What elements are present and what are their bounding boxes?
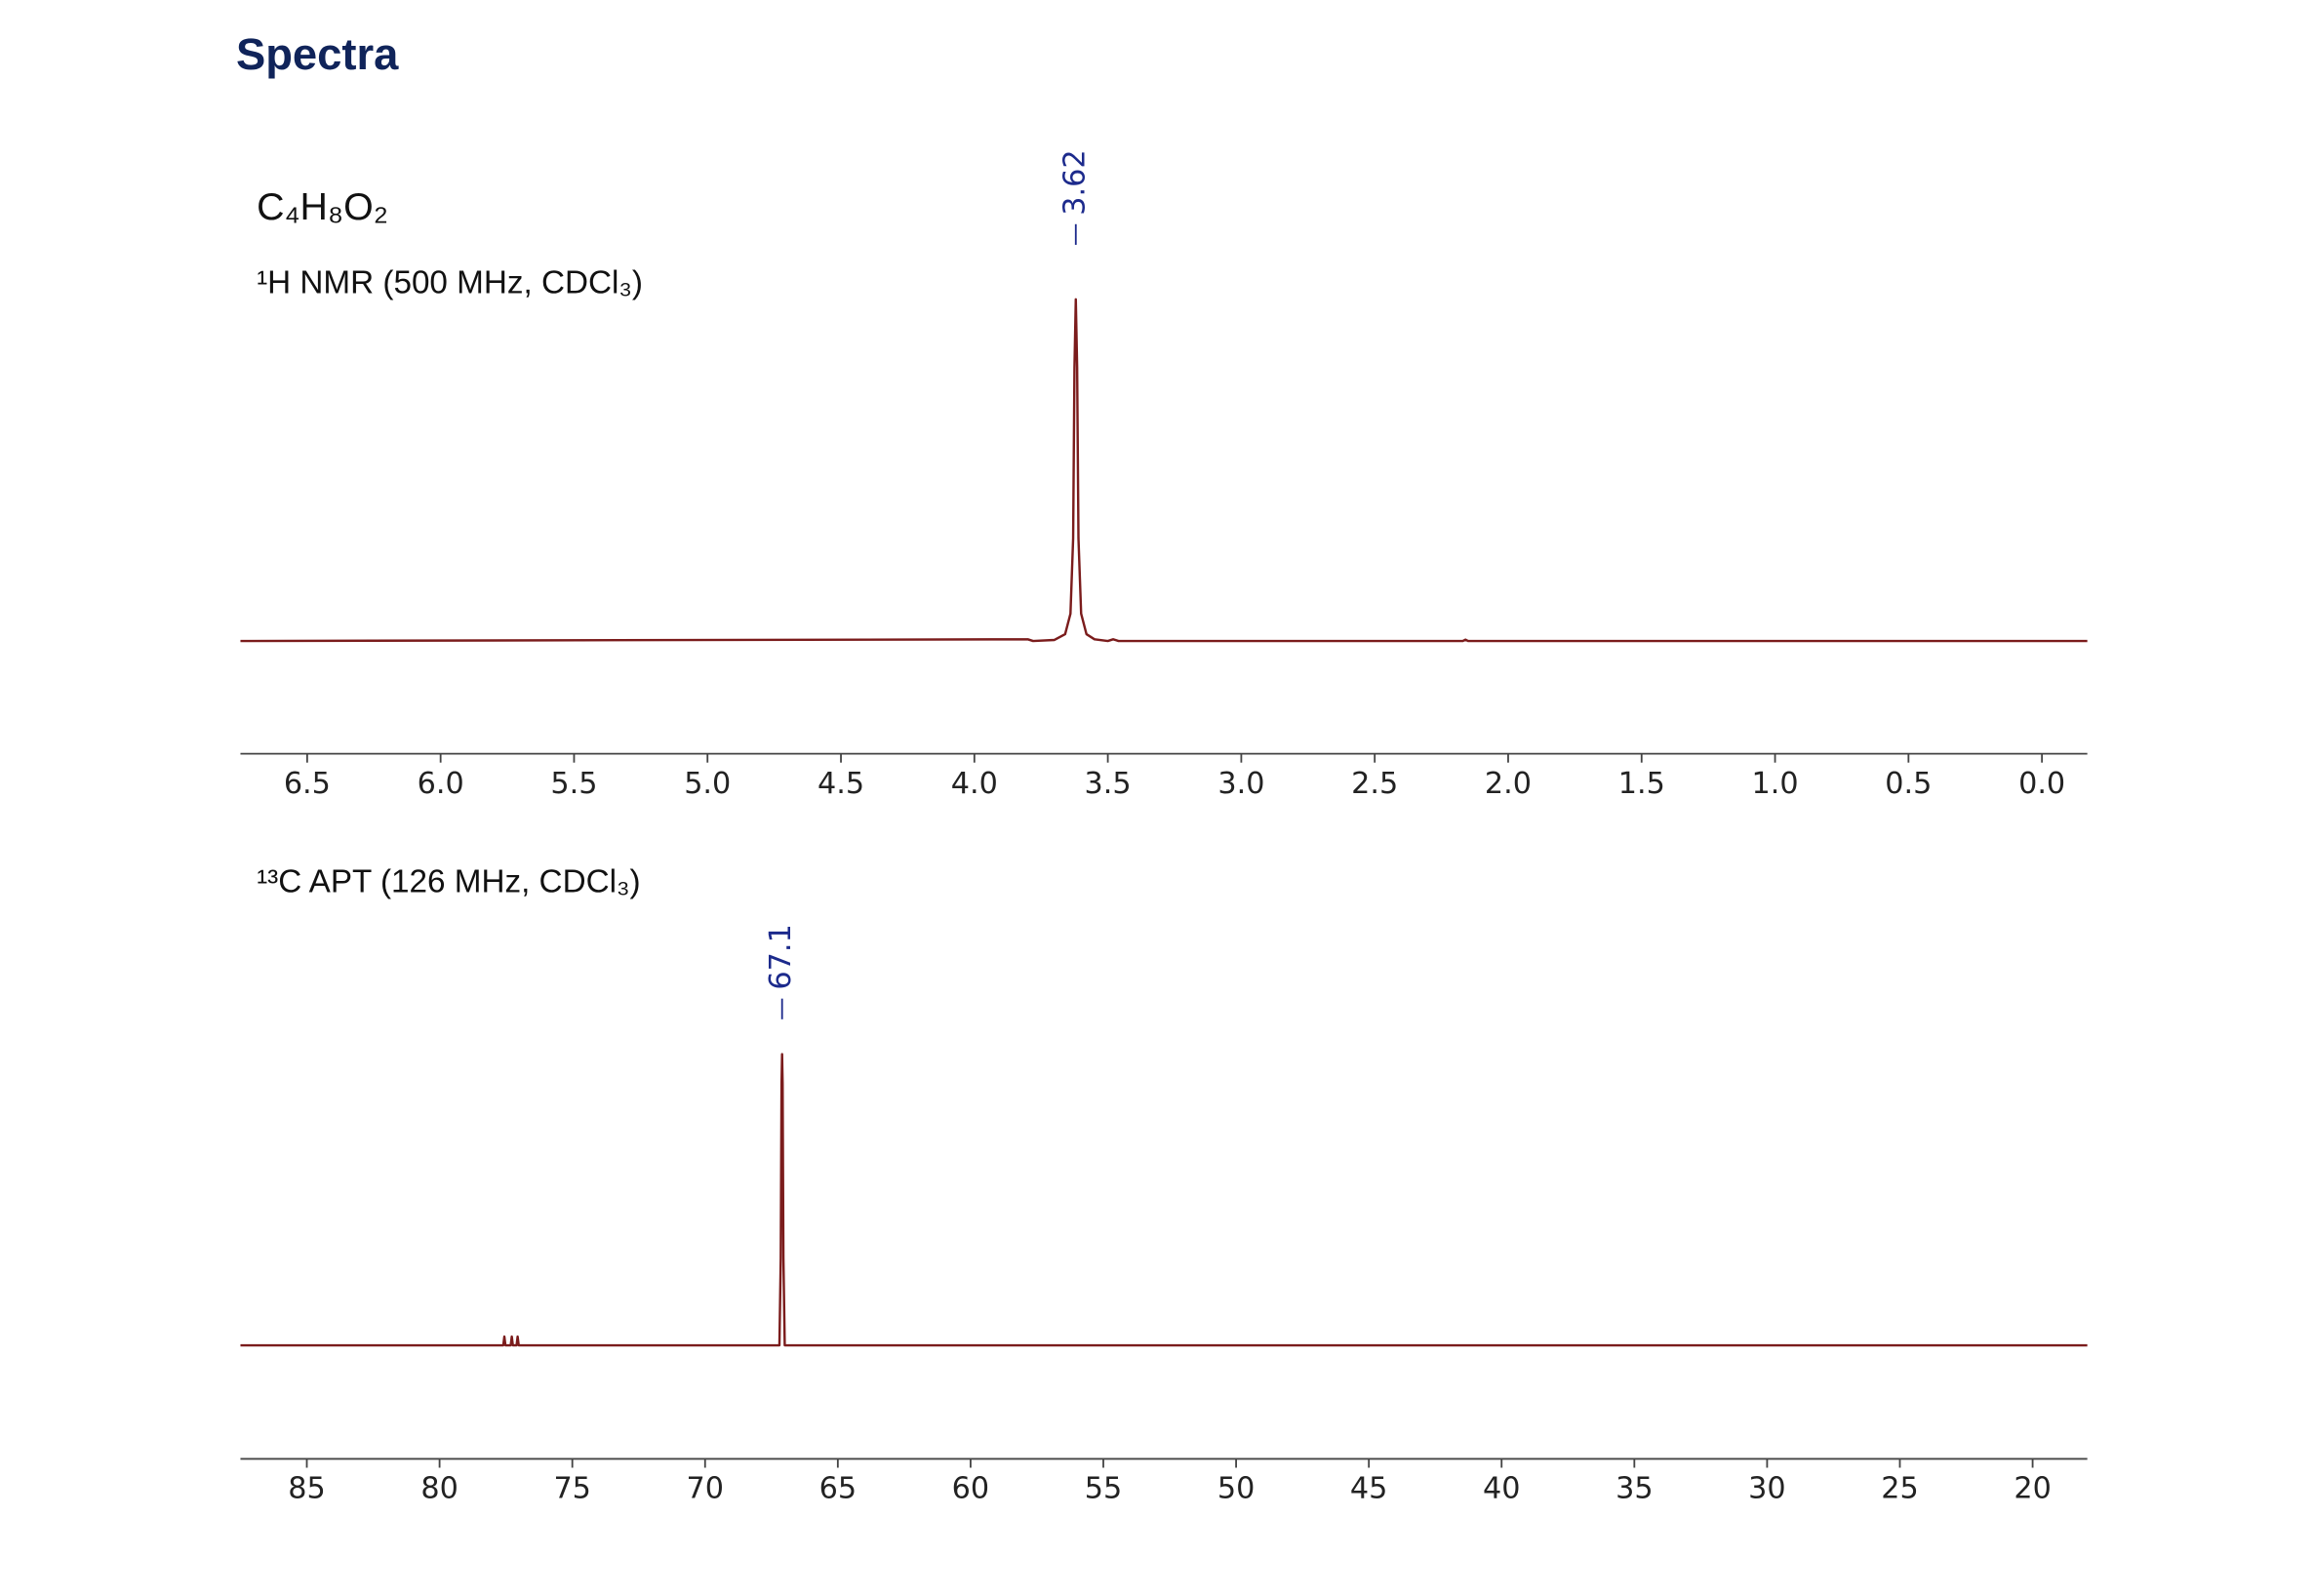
x-tick-label: 30 [1748,1472,1785,1506]
spectrum-label: ¹³C APT (126 MHz, CDCl₃) [257,863,640,899]
spectrum-line [240,298,2088,643]
x-tick-label: 6.5 [284,767,331,801]
x-tick-label: 80 [420,1472,458,1506]
x-tick-label: 1.0 [1752,767,1799,801]
peak-label: 3.62 [1057,149,1092,215]
x-tick-label: 60 [952,1472,989,1506]
x-tick-label: 2.0 [1485,767,1532,801]
x-tick-label: 25 [1881,1472,1918,1506]
x-tick-label: 85 [288,1472,325,1506]
x-tick-label: 20 [2014,1472,2051,1506]
x-tick-label: 6.0 [418,767,464,801]
spectrum-label: ¹H NMR (500 MHz, CDCl₃) [257,265,643,301]
x-tick-label: 65 [819,1472,857,1506]
x-tick-label: 45 [1350,1472,1387,1506]
x-tick-label: 1.5 [1618,767,1665,801]
x-tick-label: 75 [553,1472,590,1506]
x-tick-label: 4.0 [951,767,998,801]
x-tick-label: 5.5 [550,767,597,801]
x-tick-label: 55 [1085,1472,1122,1506]
x-tick-label: 40 [1483,1472,1520,1506]
page-title: Spectra [236,29,399,79]
x-tick-label: 0.5 [1885,767,1932,801]
peak-label: 67.1 [764,924,798,989]
x-tick-label: 50 [1217,1472,1255,1506]
x-tick-label: 3.5 [1085,767,1132,801]
x-tick-label: 3.0 [1217,767,1264,801]
x-tick-label: 0.0 [2018,767,2065,801]
spectrum-line [240,1053,2088,1347]
x-tick-label: 70 [687,1472,724,1506]
x-tick-label: 35 [1615,1472,1653,1506]
x-tick-label: 2.5 [1351,767,1398,801]
formula: C₄H₈O₂ [257,185,388,228]
x-tick-label: 5.0 [684,767,731,801]
x-tick-label: 4.5 [818,767,864,801]
